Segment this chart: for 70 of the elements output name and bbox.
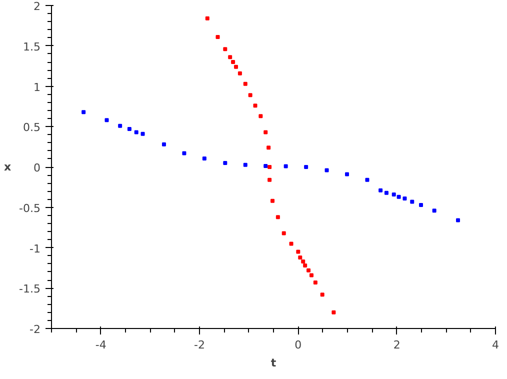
point	[82, 110, 86, 114]
point	[266, 146, 271, 150]
point	[228, 55, 232, 60]
point	[258, 114, 263, 118]
point	[303, 264, 308, 268]
point	[282, 231, 286, 236]
point	[270, 198, 275, 203]
point	[118, 124, 122, 128]
y-axis-title: x	[4, 160, 12, 174]
point	[432, 208, 436, 213]
point	[231, 60, 236, 64]
point	[378, 188, 383, 192]
point	[253, 104, 258, 108]
point	[264, 130, 268, 134]
point	[324, 168, 329, 172]
point	[332, 310, 336, 314]
point	[313, 280, 318, 284]
point	[234, 64, 238, 69]
point	[223, 160, 228, 165]
point	[248, 93, 252, 98]
point	[384, 190, 388, 195]
y-tick-label: 1.5	[23, 40, 41, 54]
point	[456, 218, 460, 222]
y-tick-label: 1	[34, 80, 40, 94]
point	[243, 82, 248, 86]
point	[205, 16, 210, 20]
x-axis-title: t	[270, 356, 276, 370]
point	[419, 202, 424, 207]
y-tick-label: 0	[34, 162, 40, 174]
x-tick-label: 4	[492, 338, 499, 352]
point	[268, 178, 272, 182]
x-tick-label: 2	[393, 338, 400, 352]
point	[304, 165, 308, 169]
point	[365, 178, 370, 182]
point	[134, 130, 138, 134]
point	[182, 151, 186, 156]
point	[162, 142, 166, 146]
point	[306, 268, 311, 272]
point	[289, 242, 294, 246]
point	[396, 194, 401, 199]
point	[140, 132, 145, 136]
point	[298, 255, 302, 260]
point	[104, 118, 109, 122]
point	[320, 292, 324, 297]
point	[392, 192, 396, 196]
point	[410, 200, 414, 204]
point	[301, 259, 306, 264]
point	[276, 215, 280, 220]
y-tick-label: -2	[30, 323, 40, 336]
point	[216, 34, 220, 39]
x-tick-label: -2	[194, 338, 205, 352]
y-tick-label: -0.5	[19, 202, 41, 215]
point	[268, 165, 272, 169]
point	[127, 127, 132, 132]
x-tick-label: -4	[95, 338, 106, 352]
point	[223, 47, 228, 52]
point	[402, 196, 407, 200]
point	[264, 164, 268, 168]
y-tick-label: -1.5	[19, 282, 41, 296]
point	[284, 164, 288, 168]
point	[202, 156, 206, 161]
point	[296, 250, 300, 254]
y-tick-label: 2	[34, 0, 40, 13]
y-tick-label: -1	[30, 242, 40, 256]
x-tick-label: 0	[294, 338, 302, 352]
y-tick-label: 0.5	[23, 121, 41, 134]
point	[238, 71, 242, 76]
point	[345, 172, 350, 176]
point	[243, 162, 248, 167]
point	[309, 273, 314, 278]
